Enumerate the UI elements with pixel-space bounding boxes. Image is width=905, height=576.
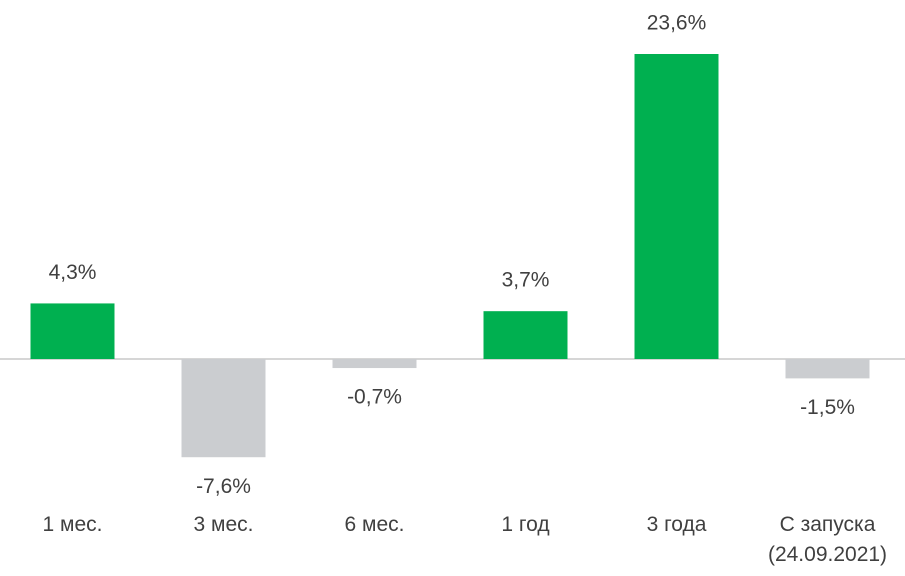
value-label: 3,7%	[502, 269, 550, 292]
x-tick-label: 1 год	[501, 513, 550, 536]
value-label: -7,6%	[196, 475, 251, 498]
bar	[483, 311, 568, 359]
x-tick-label: 3 года	[646, 513, 707, 536]
value-label: 23,6%	[647, 12, 707, 35]
bar	[30, 303, 115, 359]
x-tick-label: 6 мес.	[344, 513, 405, 536]
value-label: 4,3%	[49, 261, 97, 284]
bar	[332, 359, 417, 369]
x-tick-label: 1 мес.	[42, 513, 103, 536]
value-label: -0,7%	[347, 386, 402, 409]
bar	[785, 359, 870, 379]
bar	[181, 359, 266, 458]
bar	[634, 54, 719, 359]
value-label: -1,5%	[800, 396, 855, 419]
x-tick-label: 3 мес.	[193, 513, 254, 536]
x-tick-label: С запуска (24.09.2021)	[767, 513, 888, 566]
